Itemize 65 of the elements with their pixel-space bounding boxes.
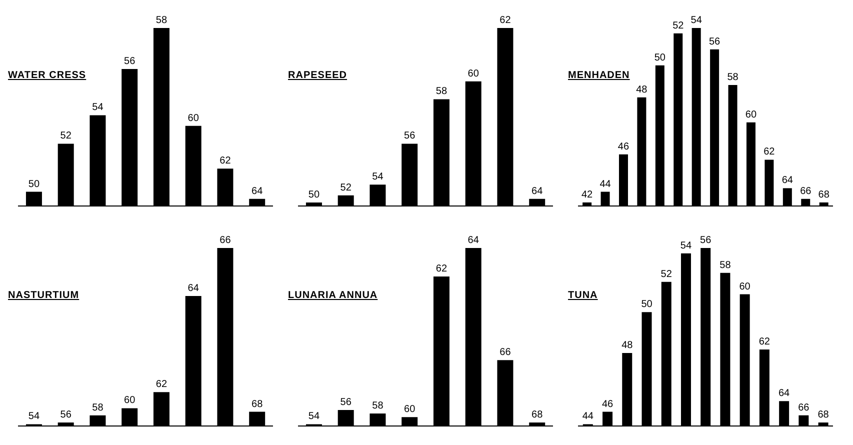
x-tick-label: 64 xyxy=(252,186,264,197)
x-tick-label: 52 xyxy=(60,130,72,142)
x-tick-label: 46 xyxy=(618,141,630,152)
x-tick-label: 62 xyxy=(436,263,448,274)
x-tick-label: 58 xyxy=(720,260,732,271)
x-tick-label: 54 xyxy=(308,411,320,422)
x-tick-label: 56 xyxy=(700,235,712,246)
x-tick-label: 60 xyxy=(739,281,751,292)
x-tick-label: 58 xyxy=(436,86,448,98)
x-tick-label: 56 xyxy=(60,409,72,420)
x-tick-label: 52 xyxy=(672,20,684,32)
x-tick-label: 54 xyxy=(680,240,692,252)
x-tick-label: 68 xyxy=(818,409,830,420)
x-tick-label: 56 xyxy=(340,396,352,408)
x-tick-label: 66 xyxy=(798,402,810,414)
x-tick-label: 68 xyxy=(818,189,830,200)
x-tick-label: 64 xyxy=(782,175,794,186)
x-tick-label: 68 xyxy=(532,409,544,420)
x-tick-label: 68 xyxy=(252,398,264,410)
x-tick-label: 42 xyxy=(581,189,594,200)
x-tick-label: 62 xyxy=(156,379,168,390)
text: RAPESEED xyxy=(288,70,348,81)
text: WATER CRESS xyxy=(8,70,86,81)
x-tick-label: 64 xyxy=(188,283,200,294)
x-tick-label: 46 xyxy=(602,398,614,410)
x-tick-label: 60 xyxy=(745,109,757,120)
x-tick-label: 58 xyxy=(372,400,384,412)
x-tick-label: 44 xyxy=(582,411,594,422)
x-tick-label: 64 xyxy=(532,186,544,197)
x-tick-label: 62 xyxy=(220,156,232,167)
x-tick-label: 64 xyxy=(778,388,790,400)
text: MENHADEN xyxy=(568,70,630,81)
text: LUNARIA ANNUA xyxy=(288,290,378,301)
x-tick-label: 62 xyxy=(764,146,776,158)
x-tick-label: 58 xyxy=(92,402,104,414)
x-tick-label: 44 xyxy=(600,178,612,190)
x-tick-label: 66 xyxy=(500,347,512,358)
x-tick-label: 50 xyxy=(654,52,666,64)
text: NASTURTIUM xyxy=(8,290,80,301)
x-tick-label: 48 xyxy=(636,84,648,96)
x-tick-label: 52 xyxy=(340,182,352,194)
x-tick-label: 58 xyxy=(156,15,168,26)
x-tick-label: 50 xyxy=(641,299,653,310)
x-tick-label: 62 xyxy=(758,336,770,348)
x-tick-label: 60 xyxy=(188,112,200,124)
x-tick-label: 52 xyxy=(660,268,672,280)
x-tick-label: 48 xyxy=(622,340,634,352)
x-tick-label: 60 xyxy=(468,68,480,80)
x-tick-label: 66 xyxy=(800,186,812,197)
x-tick-label: 58 xyxy=(727,72,739,83)
x-tick-label: 54 xyxy=(690,15,702,26)
x-tick-label: 54 xyxy=(92,102,104,114)
x-tick-label: 56 xyxy=(708,36,721,48)
x-tick-label: 56 xyxy=(124,56,136,67)
x-tick-label: 54 xyxy=(372,172,384,183)
x-tick-label: 54 xyxy=(28,411,40,422)
x-tick-label: 64 xyxy=(468,235,480,246)
x-tick-label: 56 xyxy=(404,130,416,142)
x-tick-label: 50 xyxy=(28,178,40,190)
x-tick-label: 66 xyxy=(220,235,232,246)
x-tick-label: 50 xyxy=(308,189,320,200)
x-tick-label: 62 xyxy=(500,15,512,26)
x-tick-label: 60 xyxy=(404,404,416,416)
text: TUNA xyxy=(568,290,598,301)
x-tick-label: 60 xyxy=(124,395,136,406)
